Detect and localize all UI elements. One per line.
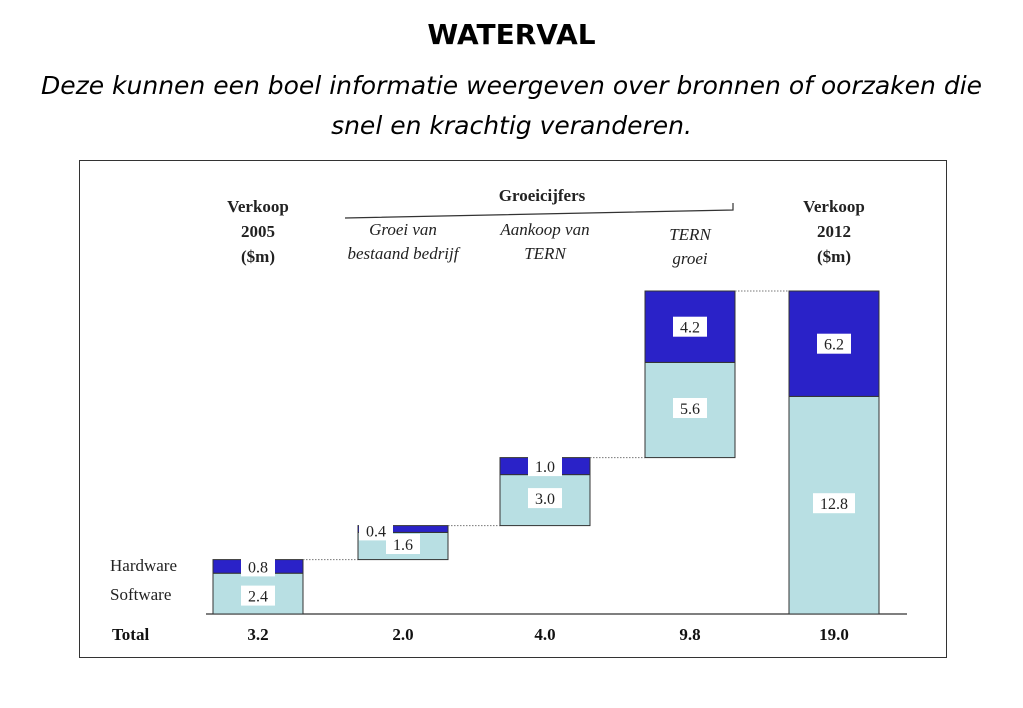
data-label-hardware-bg [673, 316, 707, 337]
column-header: ($m) [241, 247, 275, 266]
data-label-hardware: 0.4 [366, 523, 386, 540]
data-label-software-bg [241, 585, 275, 606]
column-header: groei [672, 249, 708, 268]
column-header: Groei van [369, 220, 437, 239]
data-label-software: 3.0 [535, 491, 555, 508]
total-value: 2.0 [392, 625, 413, 644]
data-label-software-bg [813, 493, 855, 514]
total-value: 9.8 [679, 625, 700, 644]
data-label-software-bg [528, 488, 562, 509]
data-label-software: 2.4 [248, 589, 268, 606]
data-label-hardware-bg [241, 556, 275, 577]
group-bracket [344, 203, 734, 219]
data-label-software: 5.6 [680, 401, 700, 418]
data-label-hardware: 6.2 [824, 337, 844, 354]
total-value: 19.0 [819, 625, 849, 644]
column-header: Aankoop van [499, 220, 589, 239]
total-value: 4.0 [534, 625, 555, 644]
data-label-hardware: 1.0 [535, 459, 555, 476]
chart-frame [79, 160, 947, 658]
legend-software: Software [110, 585, 171, 604]
column-header: 2012 [817, 222, 851, 241]
data-label-hardware-bg [528, 456, 562, 477]
data-label-software-bg [386, 534, 420, 554]
page-title: WATERVAL [427, 18, 596, 51]
column-header: TERN [524, 244, 567, 263]
data-label-hardware-bg [817, 333, 851, 354]
page-subtitle: Deze kunnen een boel informatie weergeve… [40, 71, 983, 140]
total-row-label: Total [112, 625, 149, 644]
column-header: bestaand bedrijf [348, 244, 461, 263]
data-label-software: 1.6 [393, 537, 413, 554]
column-header: TERN [669, 225, 712, 244]
column-header: Verkoop [803, 197, 865, 216]
column-header: 2005 [241, 222, 275, 241]
column-header: Verkoop [227, 197, 289, 216]
total-value: 3.2 [247, 625, 268, 644]
data-label-hardware-bg [359, 520, 393, 541]
data-label-hardware: 0.8 [248, 559, 268, 576]
group-label: Groeicijfers [499, 186, 586, 205]
bar-hardware [357, 525, 449, 533]
data-label-software-bg [673, 398, 707, 418]
column-header: ($m) [817, 247, 851, 266]
data-label-hardware: 4.2 [680, 320, 700, 337]
legend-hardware: Hardware [110, 556, 177, 575]
data-label-software: 12.8 [820, 496, 848, 513]
